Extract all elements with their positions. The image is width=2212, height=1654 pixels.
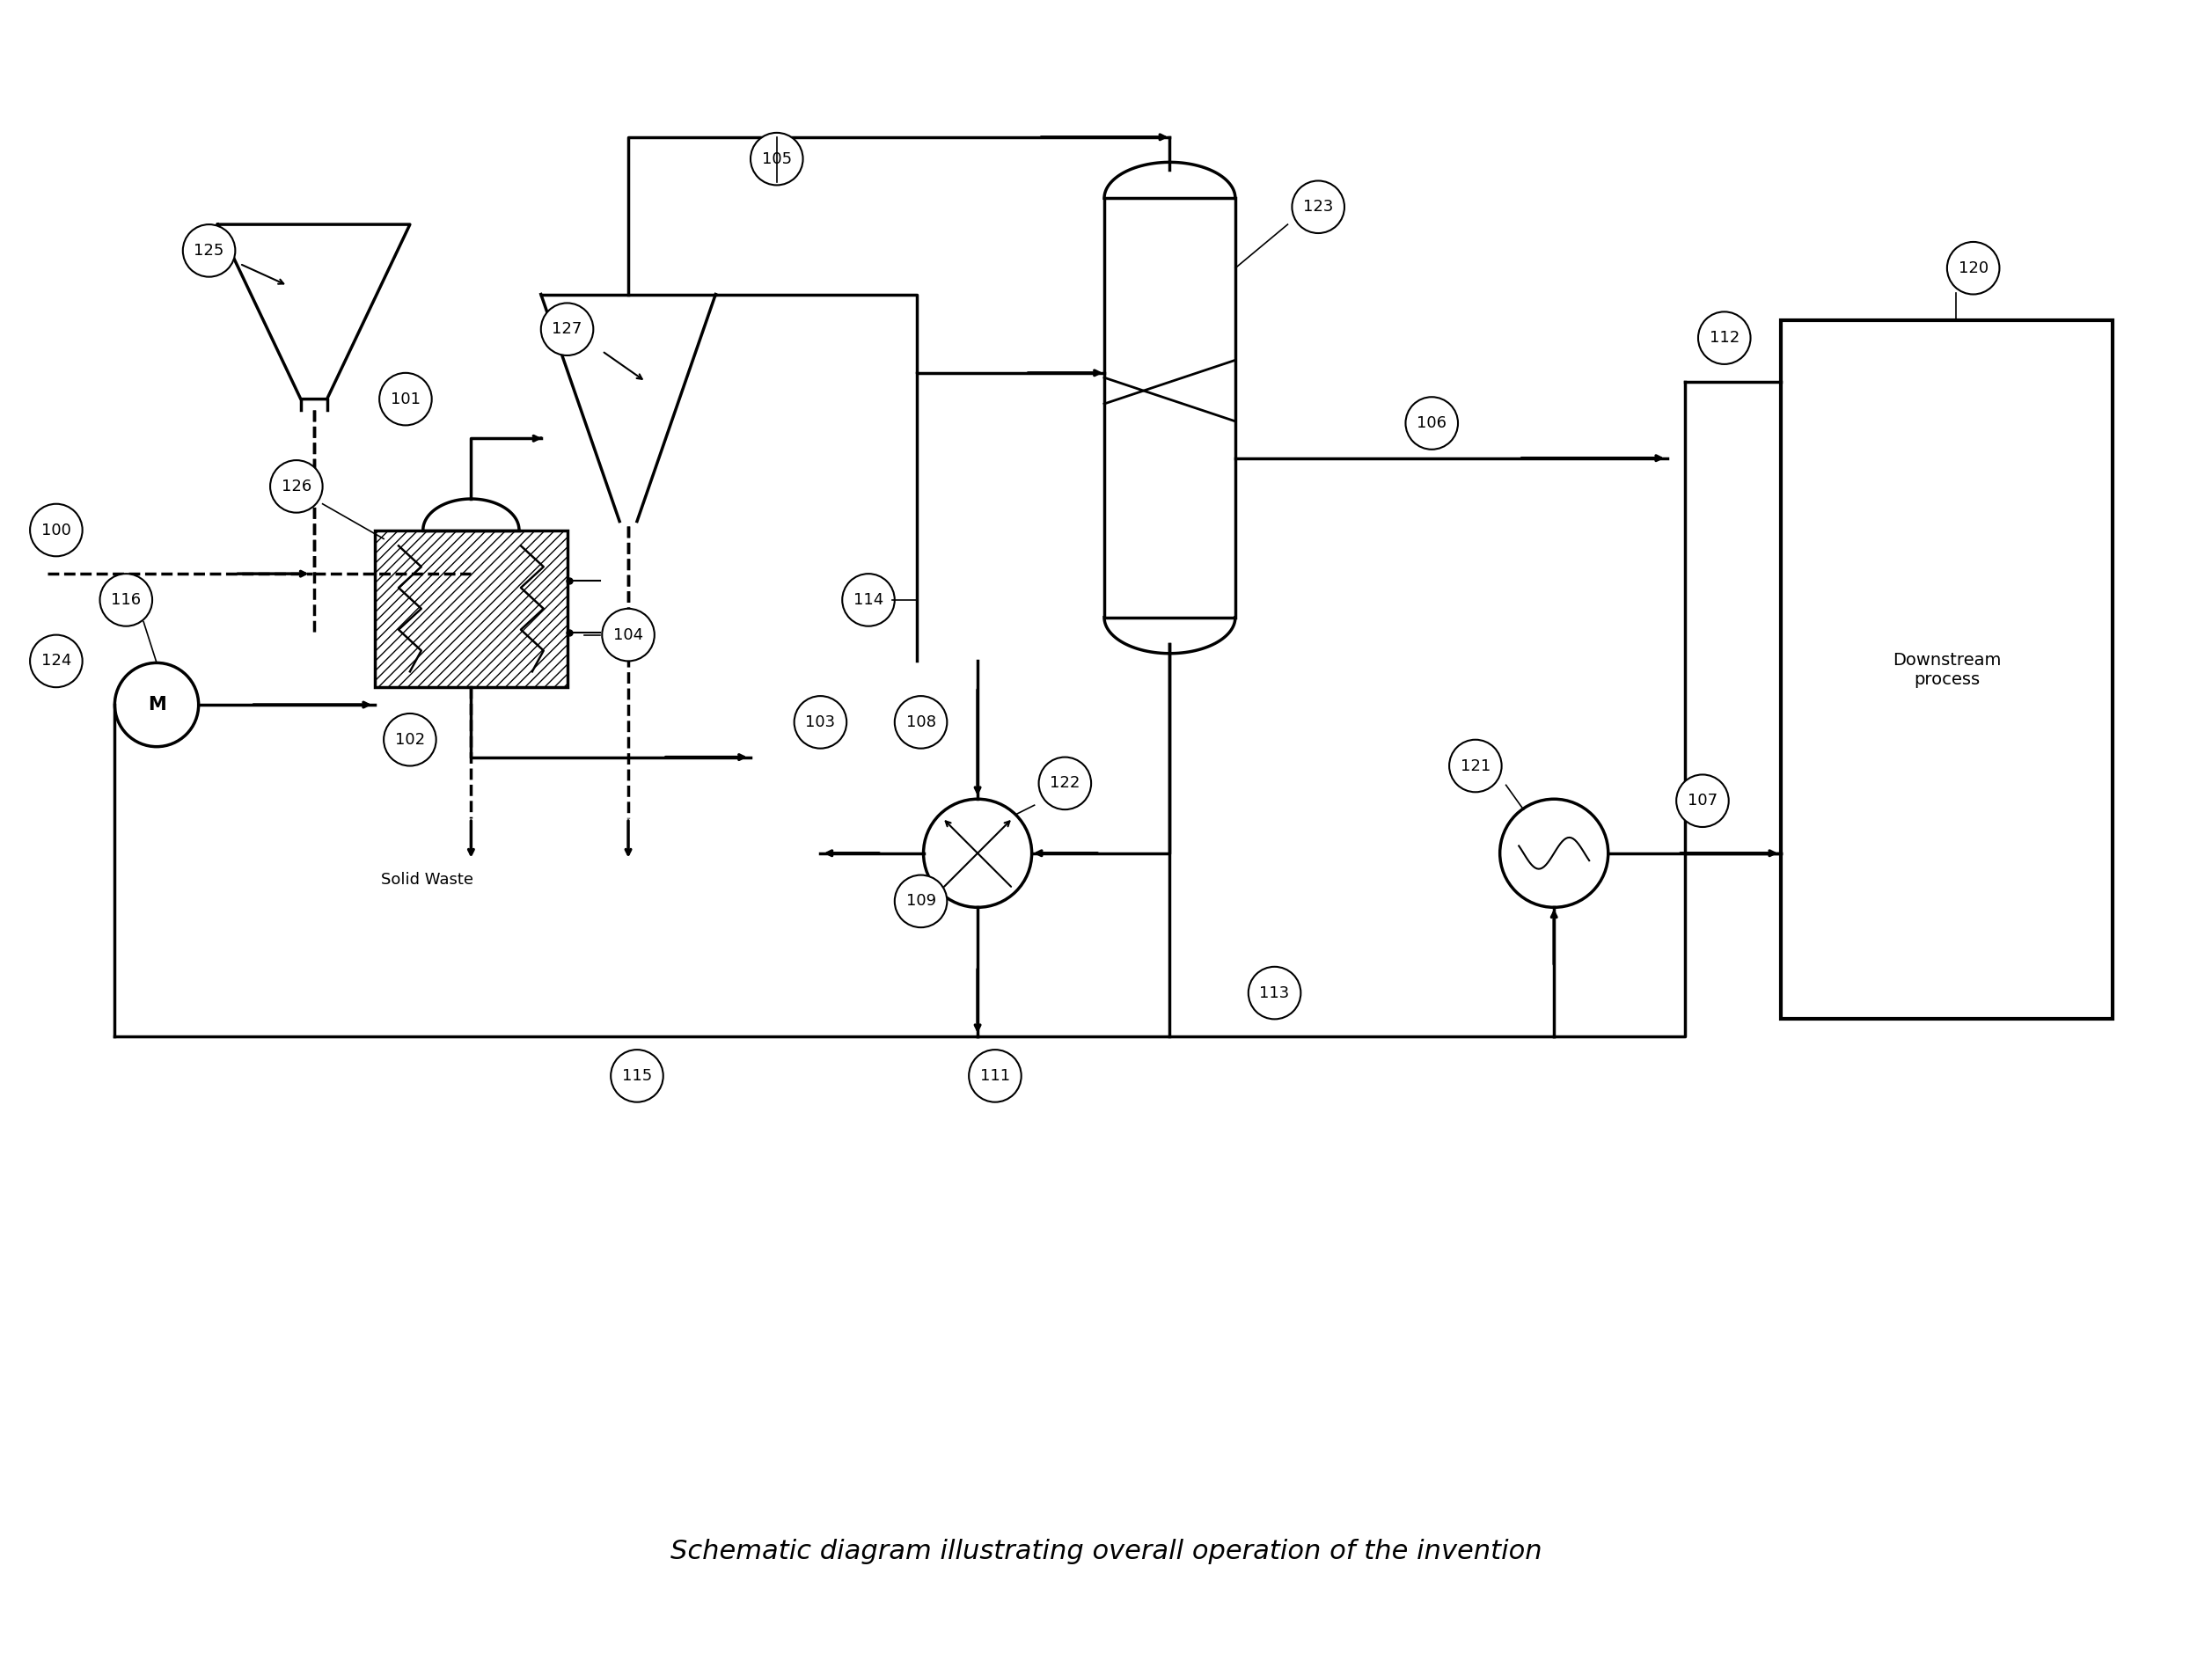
Text: 122: 122 [1051,776,1079,791]
Text: 127: 127 [553,321,582,337]
Circle shape [922,799,1031,908]
Circle shape [602,609,655,662]
Text: 116: 116 [111,592,142,609]
Text: 120: 120 [1958,260,1989,276]
Text: 123: 123 [1303,198,1334,215]
Text: 113: 113 [1259,986,1290,1001]
Text: 121: 121 [1460,758,1491,774]
Circle shape [115,663,199,746]
Circle shape [894,696,947,748]
Circle shape [1677,774,1730,827]
Text: Downstream
process: Downstream process [1893,652,2002,688]
Text: 105: 105 [761,151,792,167]
Circle shape [184,225,234,276]
Circle shape [843,574,894,627]
Circle shape [611,1050,664,1102]
Circle shape [1292,180,1345,233]
Text: 126: 126 [281,478,312,495]
Circle shape [100,574,153,627]
Circle shape [383,713,436,766]
Circle shape [378,372,431,425]
Text: 103: 103 [805,715,836,729]
Bar [1104,198,1234,617]
Bar [1781,321,2112,1019]
Circle shape [1405,397,1458,450]
Bar [376,529,566,688]
Circle shape [894,875,947,928]
Text: M: M [148,696,166,713]
Text: 111: 111 [980,1068,1011,1083]
Circle shape [794,696,847,748]
Text: 100: 100 [42,523,71,538]
Text: 125: 125 [195,243,223,258]
Circle shape [1040,758,1091,809]
Circle shape [750,132,803,185]
Text: 107: 107 [1688,792,1717,809]
Text: Solid Waste: Solid Waste [380,872,473,887]
Text: Schematic diagram illustrating overall operation of the invention: Schematic diagram illustrating overall o… [670,1540,1542,1565]
Text: 106: 106 [1418,415,1447,432]
Circle shape [31,635,82,688]
Text: 124: 124 [42,653,71,668]
Circle shape [542,303,593,356]
Text: 109: 109 [907,893,936,910]
Text: 101: 101 [392,390,420,407]
Bar [376,529,566,688]
Text: 115: 115 [622,1068,653,1083]
Text: 112: 112 [1710,331,1739,346]
Circle shape [1248,966,1301,1019]
Circle shape [1449,739,1502,792]
Circle shape [270,460,323,513]
Text: 104: 104 [613,627,644,643]
Circle shape [1699,311,1750,364]
Circle shape [1947,241,2000,294]
Text: 108: 108 [907,715,936,729]
Circle shape [31,504,82,556]
Circle shape [1500,799,1608,908]
Circle shape [969,1050,1022,1102]
Text: 102: 102 [396,731,425,748]
Text: 114: 114 [854,592,883,609]
